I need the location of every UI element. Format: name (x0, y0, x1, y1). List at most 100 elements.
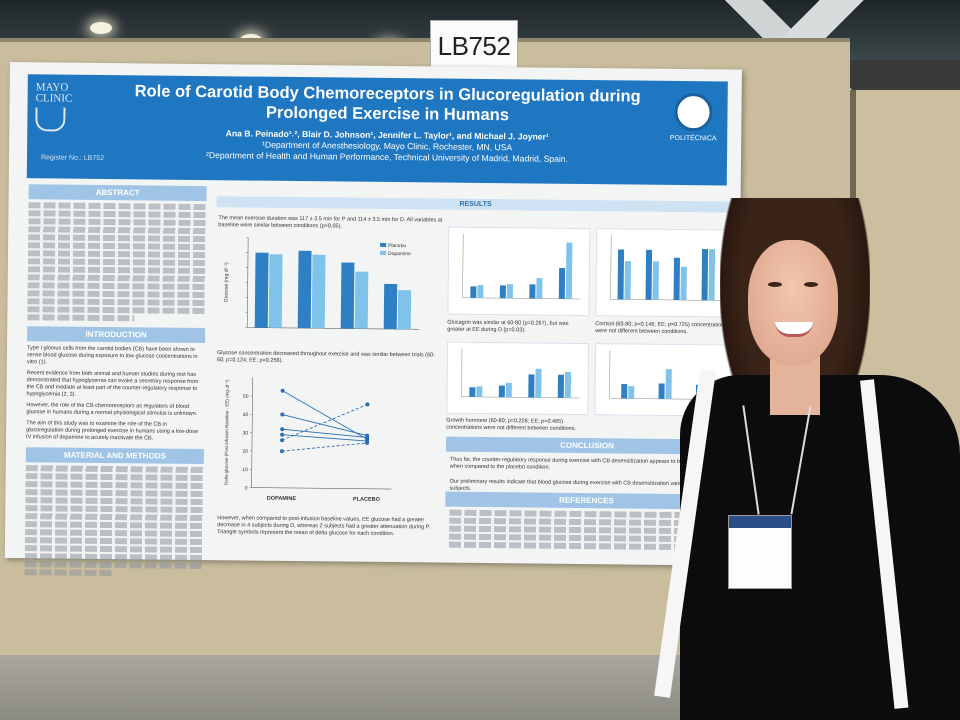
legend-swatch (380, 250, 387, 255)
bar (701, 249, 709, 301)
bar (383, 283, 398, 330)
delta-glucose-chart-svg: 0 10 20 30 40 50 Delta glucose (Post infusion … (224, 377, 392, 503)
intro-bullet: The aim of this study was to examine the… (26, 420, 199, 442)
data-point (365, 402, 370, 407)
growth-caption: Growth hormone (60-80; p=0.228; EE; p=0.… (446, 417, 577, 432)
x-tick-label: DOPAMINE (267, 496, 297, 502)
data-point (280, 438, 285, 443)
bar (297, 250, 312, 329)
y-axis-label: Glucose (mg·dl⁻¹) (223, 262, 229, 302)
bar (624, 261, 631, 300)
y-axis-label: Delta glucose (Post infusion Baseline - … (224, 379, 230, 485)
poster-authors: Ana B. Peinado¹˒², Blair D. Johnson¹, Je… (206, 128, 569, 164)
smile (775, 322, 813, 337)
bar (529, 284, 536, 299)
left-column: ABSTRACT INTRODUCTION Type I glomus cell… (24, 184, 207, 579)
legend-swatch (380, 242, 387, 247)
introduction-heading: INTRODUCTION (27, 326, 206, 344)
bar (652, 261, 659, 300)
bar (645, 249, 653, 300)
glucose-caption: Glucose concentration decreased througho… (216, 350, 435, 364)
scientific-poster: MAYO CLINIC Register No.: LB752 Role of … (4, 62, 742, 577)
face (748, 240, 838, 365)
delta-caption: However, when compared to post-infusion … (217, 515, 431, 538)
bar (476, 386, 483, 397)
y-tick-label: 0 (245, 485, 248, 491)
bar (268, 254, 283, 328)
delta-glucose-chart: 0 10 20 30 40 50 Delta glucose (Post infusion … (217, 369, 408, 511)
bar (354, 271, 369, 329)
series-line (281, 442, 368, 452)
data-point (365, 435, 370, 440)
data-point (280, 412, 285, 417)
results-heading: RESULTS (216, 196, 735, 213)
bar (469, 387, 476, 397)
bar (528, 374, 535, 398)
y-tick-label: 10 (242, 467, 248, 473)
mayo-clinic-logo: MAYO CLINIC (35, 81, 86, 132)
eye (804, 282, 818, 287)
growth-hormone-chart (446, 341, 590, 416)
booth-number-card: LB752 (430, 20, 518, 72)
intro-bullet: Recent evidence from both animal and hum… (26, 370, 199, 398)
methods-heading: MATERIAL AND METHODS (25, 447, 204, 465)
bar (536, 278, 543, 299)
eye (768, 282, 782, 287)
bar (254, 252, 269, 328)
series-line (281, 404, 368, 441)
y-tick-label: 20 (242, 449, 248, 455)
series-line (282, 390, 368, 440)
data-point (280, 388, 285, 393)
y-tick-label: 30 (243, 430, 249, 436)
bar (506, 284, 513, 299)
bar (558, 268, 566, 299)
y-tick-label: 40 (243, 412, 249, 418)
data-point (280, 432, 285, 437)
poster-number: Register No.: LB752 (40, 154, 105, 162)
legend-label: Dopamine (388, 251, 411, 257)
poster-title: Role of Carotid Body Chemoreceptors in G… (134, 82, 641, 125)
methods-text (24, 465, 204, 577)
y-tick-label: 50 (243, 394, 249, 400)
bar (617, 249, 625, 300)
politecnica-logo: POLITÉCNICA (667, 92, 720, 143)
glucose-bar-chart-svg: Glucose (mg·dl⁻¹) Placebo Dopamine (223, 237, 420, 330)
seal-icon (674, 92, 713, 132)
bar (628, 386, 635, 399)
shield-icon (35, 107, 66, 132)
bar (557, 374, 565, 398)
bar (565, 242, 573, 299)
ceiling-light (90, 22, 112, 34)
x-axis (251, 487, 392, 490)
y-axis (610, 235, 612, 300)
presenter-person (654, 190, 960, 720)
series-line (282, 428, 368, 438)
legend-label: Placebo (388, 243, 406, 249)
black-dress (680, 375, 960, 720)
y-axis (461, 348, 463, 397)
bar (505, 382, 512, 398)
glucose-bar-chart: Glucose (mg·dl⁻¹) Placebo Dopamine (219, 229, 430, 346)
x-tick-label: PLACEBO (353, 497, 381, 503)
cortisol-chart (595, 228, 733, 318)
bar (564, 371, 572, 398)
y-axis (462, 233, 464, 298)
bar (658, 383, 665, 399)
y-axis (609, 350, 611, 399)
neck (770, 355, 820, 415)
data-point (365, 440, 370, 445)
intro-bullet: Type I glomus cells from the carotid bod… (26, 345, 198, 366)
series-line (282, 414, 368, 437)
bar (499, 285, 506, 299)
poster-banner: MAYO CLINIC Register No.: LB752 Role of … (26, 74, 728, 186)
bar (340, 262, 355, 329)
bar (673, 257, 680, 301)
bar (470, 286, 477, 298)
bar (708, 249, 716, 301)
bar (680, 266, 687, 301)
data-point (280, 427, 285, 432)
intro-bullet: However, the role of the CB chemorecepto… (26, 402, 198, 417)
abstract-text (27, 202, 207, 322)
name-badge (728, 515, 792, 589)
